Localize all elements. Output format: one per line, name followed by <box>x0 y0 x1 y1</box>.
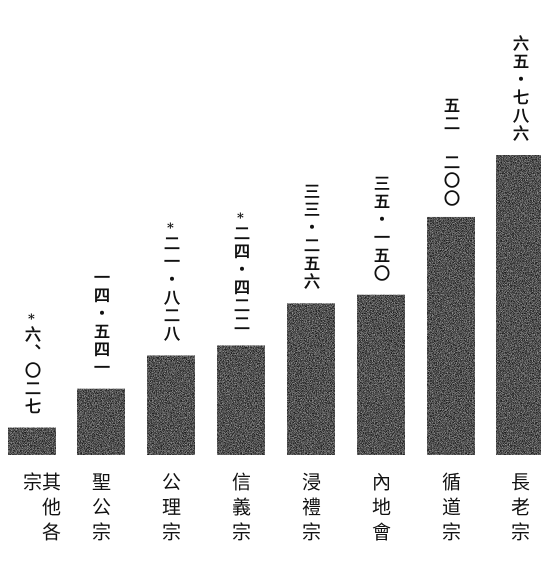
category-label-6: 內地會 <box>369 472 391 547</box>
category-label-3: 公理宗 <box>159 472 181 547</box>
category-label-8: 長老宗 <box>508 472 530 547</box>
category-label-2: 聖公宗 <box>89 472 111 547</box>
value-label-5: 三三・二五六 <box>301 183 320 292</box>
bar-3 <box>147 355 195 455</box>
bar-5 <box>287 303 335 455</box>
star-marker-1: * <box>28 311 35 327</box>
star-marker-3: * <box>167 221 174 237</box>
value-label-3: 二一・八二八 <box>161 235 180 344</box>
bar-7 <box>427 216 475 455</box>
bar-6 <box>357 294 405 455</box>
value-label-7: 五二 二〇〇 <box>441 96 460 208</box>
category-label-1: 其他各宗 <box>20 472 61 547</box>
category-label-7: 循道宗 <box>439 472 461 547</box>
value-label-1: 六、〇二七 <box>22 325 41 416</box>
category-label-5: 浸禮宗 <box>299 472 321 547</box>
bar-1 <box>8 427 56 455</box>
bars-group <box>8 155 541 455</box>
bar-2 <box>77 388 125 455</box>
value-label-2: 一四・五四一 <box>91 268 110 377</box>
value-label-8: 六五・七八六 <box>510 35 529 143</box>
value-label-6: 三五・一五〇 <box>371 174 390 283</box>
category-label-4: 信義宗 <box>229 472 251 547</box>
bar-4 <box>217 345 265 455</box>
star-marker-4: * <box>237 211 244 227</box>
value-label-4: 二四・四二二 <box>231 225 250 334</box>
bar-8 <box>496 155 541 455</box>
